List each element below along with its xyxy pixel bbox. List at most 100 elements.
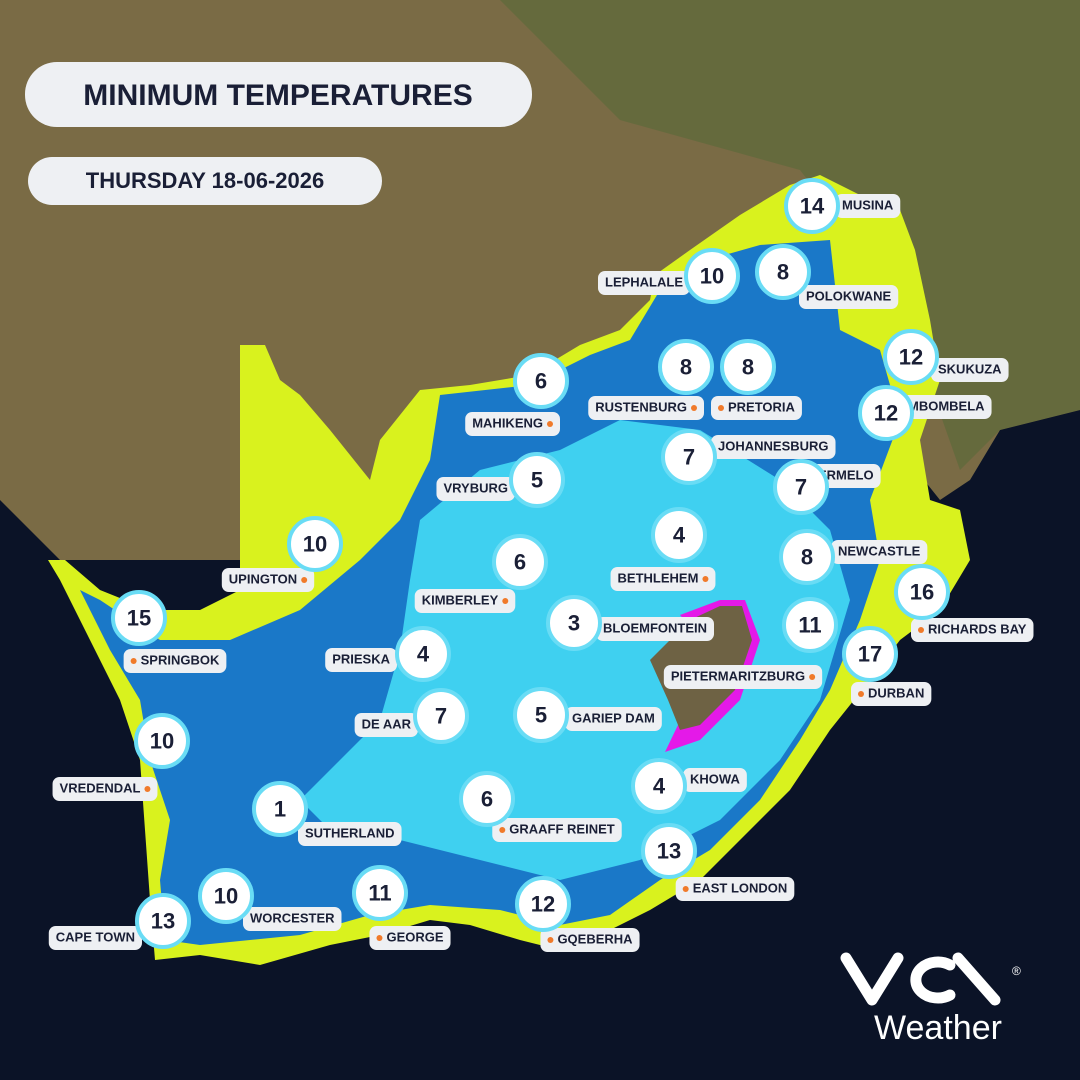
city-label-box [221, 568, 315, 592]
city-label-box [831, 540, 928, 564]
temp-badge [546, 595, 602, 651]
city-label-box [835, 194, 901, 218]
city-label-box [414, 589, 516, 613]
city-name: LEPHALALE [605, 274, 683, 289]
temp-badge [395, 626, 451, 682]
temp-value: 13 [151, 909, 175, 934]
temp-badge [684, 248, 740, 304]
city-dot [130, 658, 137, 664]
title: MINIMUM TEMPERATURES [83, 79, 472, 112]
city-dot [809, 674, 816, 680]
logo-text: Weather [874, 1009, 1002, 1047]
temp-value: 3 [568, 611, 580, 636]
city: KIMBERLEY 6 [414, 534, 548, 613]
city-label-box [369, 926, 451, 950]
logo [840, 952, 1001, 1006]
temp-badge [513, 353, 569, 409]
city-name: WORCESTER [250, 910, 335, 925]
city-label-box [799, 285, 899, 309]
logo-x [952, 952, 1001, 1006]
date: THURSDAY 18-06-2026 [86, 168, 324, 193]
city: ERMELO 7 [773, 459, 881, 515]
temp-badge [858, 385, 914, 441]
city-name: GRAAFF REINET [509, 821, 615, 836]
city-label-box [610, 567, 716, 591]
city: MBOMBELA 12 [858, 385, 992, 441]
city-label-box [596, 617, 714, 641]
city: GEORGE 11 [352, 865, 451, 950]
city: DURBAN 17 [842, 626, 932, 706]
city-name: SPRINGBOK [141, 652, 220, 667]
temp-value: 10 [700, 264, 724, 289]
city-name: RICHARDS BAY [928, 621, 1027, 636]
city-label-box [52, 777, 158, 801]
temp-value: 8 [742, 355, 754, 380]
temp-value: 6 [514, 550, 526, 575]
city-name: MAHIKENG [472, 415, 543, 430]
city-label-box [901, 395, 992, 419]
city: GRAAFF REINET 6 [459, 771, 622, 842]
city-name: VREDENDAL [60, 780, 141, 795]
city-name: DURBAN [868, 685, 924, 700]
city-name: BLOEMFONTEIN [603, 620, 707, 635]
temp-badge [135, 893, 191, 949]
temp-badge [287, 516, 343, 572]
logo-v [840, 952, 904, 1006]
city-label-box [243, 907, 342, 931]
city: POLOKWANE 8 [755, 244, 899, 309]
temp-value: 11 [368, 881, 391, 906]
city-dot [376, 935, 383, 941]
temp-badge [720, 339, 776, 395]
city-dot [301, 577, 308, 583]
temp-value: 12 [874, 401, 898, 426]
city-name: SUTHERLAND [305, 825, 395, 840]
city: JOHANNESBURG 7 [661, 429, 836, 485]
temp-badge [784, 178, 840, 234]
temp-badge [842, 626, 898, 682]
city-label-box [683, 768, 747, 792]
city: VREDENDAL 10 [52, 713, 190, 801]
city-name: GQEBERHA [557, 931, 633, 946]
city-label-box [123, 649, 227, 673]
city-name: NEWCASTLE [838, 543, 921, 558]
city-name: VRYBURG [443, 480, 508, 495]
date-box [28, 157, 382, 205]
temp-badge [459, 771, 515, 827]
temp-badge [515, 876, 571, 932]
city-dot [682, 886, 689, 892]
temp-value: 5 [535, 703, 547, 728]
temp-badge [492, 534, 548, 590]
city: VRYBURG 5 [436, 452, 565, 508]
city-label-box [540, 928, 640, 952]
city-name: SKUKUZA [938, 361, 1002, 376]
city-dot [547, 937, 554, 943]
temp-badge [782, 597, 838, 653]
city-name: PIETERMARITZBURG [671, 668, 805, 683]
city: GARIEP DAM 5 [513, 687, 662, 743]
city-dot [502, 598, 509, 604]
temp-badge [134, 713, 190, 769]
temp-value: 7 [435, 704, 447, 729]
temp-value: 8 [777, 260, 789, 285]
temp-value: 8 [801, 545, 813, 570]
city-dot [547, 421, 553, 427]
city: PIETERMARITZBURG 11 [663, 597, 838, 689]
temp-badge [773, 459, 829, 515]
city-name: ERMELO [818, 467, 874, 482]
city-label-box [325, 648, 397, 672]
city: PRIESKA 4 [325, 626, 451, 682]
city: BETHLEHEM 4 [610, 507, 716, 591]
city-label-box [675, 877, 795, 901]
city-name: JOHANNESBURG [718, 438, 829, 453]
logo-o [910, 956, 956, 1004]
city: RUSTENBURG 8 [588, 339, 714, 420]
temp-value: 7 [683, 445, 695, 470]
city-dot [144, 786, 151, 792]
city: NEWCASTLE 8 [779, 529, 928, 585]
temp-value: 15 [127, 606, 151, 631]
city: MAHIKENG 6 [465, 353, 569, 436]
temp-value: 12 [531, 892, 555, 917]
temp-value: 4 [673, 523, 686, 548]
temp-value: 14 [800, 194, 825, 219]
